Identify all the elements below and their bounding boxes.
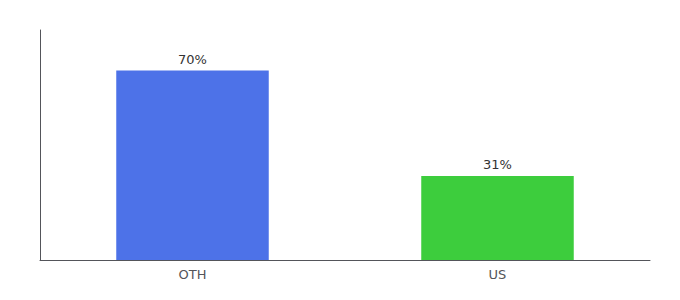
svg-text:OTH: OTH [179, 267, 207, 282]
svg-text:US: US [489, 267, 507, 282]
svg-text:31%: 31% [483, 157, 512, 172]
svg-text:70%: 70% [178, 52, 207, 67]
